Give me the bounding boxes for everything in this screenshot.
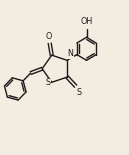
Text: O: O: [46, 32, 52, 41]
Text: N: N: [68, 49, 74, 58]
Text: S: S: [45, 78, 50, 87]
Text: OH: OH: [81, 17, 93, 26]
Text: S: S: [77, 88, 82, 97]
